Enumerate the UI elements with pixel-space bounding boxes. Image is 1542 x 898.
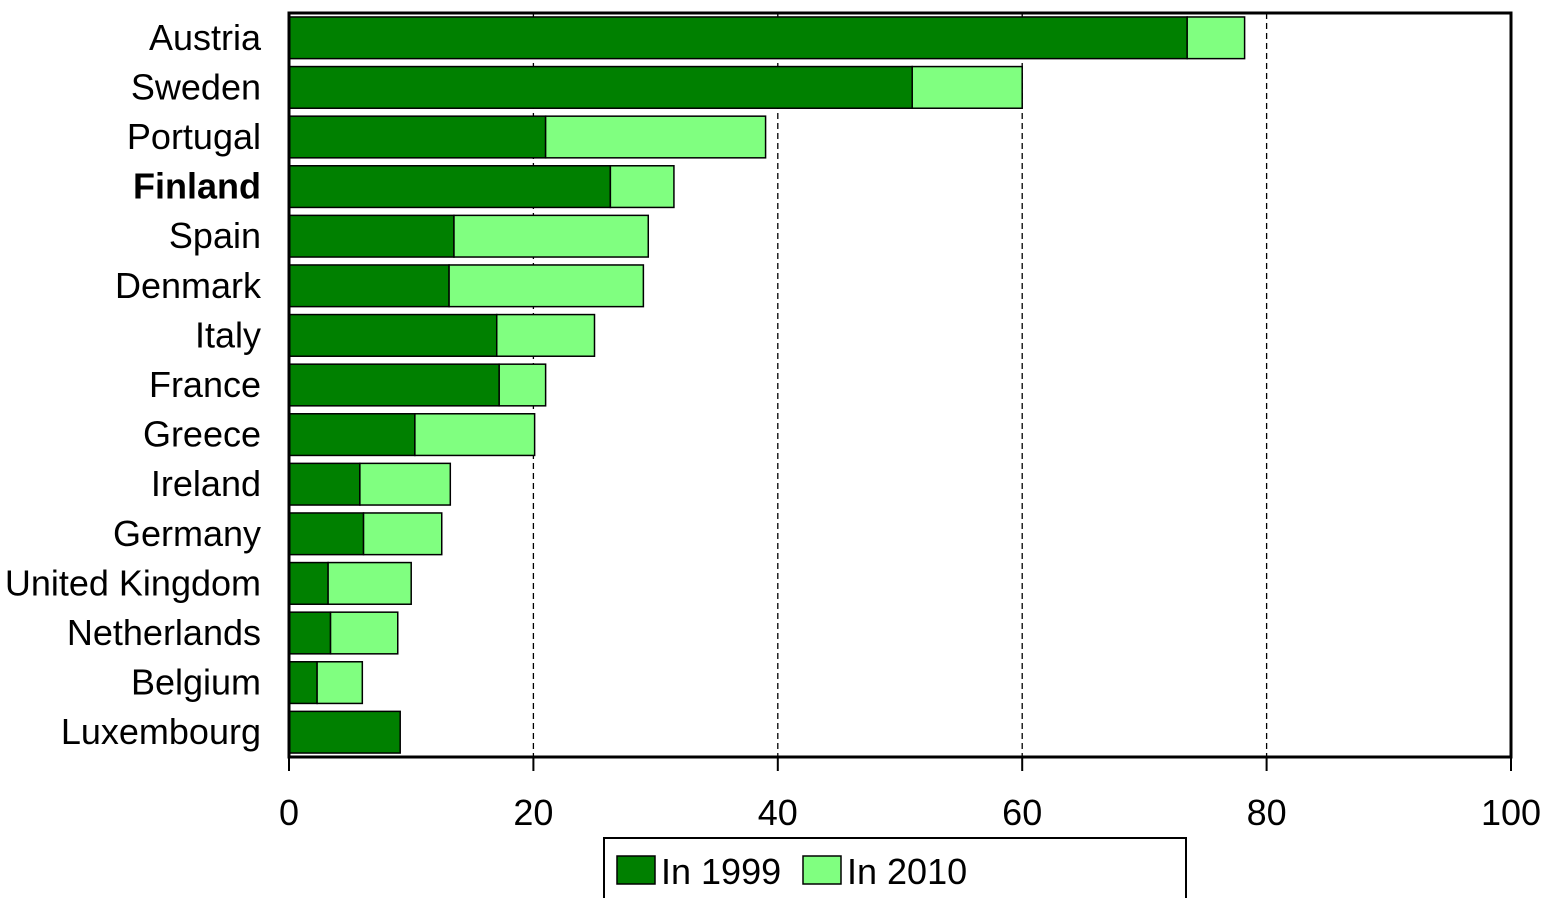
bar-ireland-in-1999 xyxy=(288,462,361,506)
bar-netherlands-in-1999 xyxy=(288,611,332,655)
bar-belgium-in-1999 xyxy=(288,661,318,705)
bar-greece-in-1999 xyxy=(288,413,416,457)
legend-label-in-2010: In 2010 xyxy=(847,851,967,892)
legend-swatch-in-1999 xyxy=(616,855,656,885)
x-axis: 0 20 40 60 80 100 xyxy=(279,757,1541,833)
bar-france-in-2010 xyxy=(498,363,547,407)
bar-spain-in-2010 xyxy=(453,214,650,258)
bar-portugal-in-2010 xyxy=(544,115,767,159)
legend-box xyxy=(603,837,1187,898)
bar-france-in-1999 xyxy=(288,363,500,407)
x-tick-label-80: 80 xyxy=(1247,792,1287,833)
category-label-portugal: Portugal xyxy=(127,116,261,157)
bar-sweden-in-2010 xyxy=(911,65,1023,109)
bar-portugal-in-1999 xyxy=(288,115,547,159)
bar-austria-in-2010 xyxy=(1186,16,1246,60)
bar-netherlands-in-2010 xyxy=(329,611,399,655)
bar-austria-in-1999 xyxy=(288,16,1188,60)
bar-finland-in-2010 xyxy=(609,165,675,209)
bars xyxy=(288,16,1246,754)
category-label-austria: Austria xyxy=(149,17,262,58)
bar-belgium-in-2010 xyxy=(316,661,364,705)
bar-italy-in-1999 xyxy=(288,313,498,357)
category-label-spain: Spain xyxy=(169,215,261,256)
x-tick-label-40: 40 xyxy=(758,792,798,833)
category-label-italy: Italy xyxy=(195,314,261,355)
category-label-sweden: Sweden xyxy=(131,66,261,107)
bar-spain-in-1999 xyxy=(288,214,455,258)
bar-united-kingdom-in-2010 xyxy=(327,561,412,605)
category-label-france: France xyxy=(149,364,261,405)
x-tick-label-100: 100 xyxy=(1481,792,1541,833)
category-label-greece: Greece xyxy=(143,414,261,455)
bar-denmark-in-1999 xyxy=(288,264,450,308)
x-tick-label-20: 20 xyxy=(513,792,553,833)
bar-luxembourg-in-1999 xyxy=(288,710,401,754)
category-labels: Austria Sweden Portugal Finland Spain Denmark… xyxy=(5,17,262,752)
bar-united-kingdom-in-1999 xyxy=(288,561,329,605)
plot-area-frame xyxy=(287,11,1513,759)
x-tick-label-60: 60 xyxy=(1002,792,1042,833)
bar-germany-in-2010 xyxy=(362,512,443,556)
category-label-ireland: Ireland xyxy=(151,463,261,504)
category-label-luxembourg: Luxembourg xyxy=(61,711,261,752)
category-label-netherlands: Netherlands xyxy=(67,612,261,653)
bar-denmark-in-2010 xyxy=(448,264,645,308)
category-label-germany: Germany xyxy=(113,513,261,554)
x-tick-label-0: 0 xyxy=(279,792,299,833)
category-label-finland: Finland xyxy=(133,166,261,207)
category-label-united-kingdom: United Kingdom xyxy=(5,562,261,603)
bar-greece-in-2010 xyxy=(414,413,536,457)
legend: In 1999 In 2010 xyxy=(603,837,1187,898)
category-label-denmark: Denmark xyxy=(115,265,262,306)
legend-label-in-1999: In 1999 xyxy=(661,851,781,892)
category-label-belgium: Belgium xyxy=(131,662,261,703)
bar-finland-in-1999 xyxy=(288,165,612,209)
legend-swatch-in-2010 xyxy=(802,855,842,885)
bar-germany-in-1999 xyxy=(288,512,365,556)
bar-ireland-in-2010 xyxy=(359,462,452,506)
bar-sweden-in-1999 xyxy=(288,65,913,109)
bar-italy-in-2010 xyxy=(495,313,596,357)
